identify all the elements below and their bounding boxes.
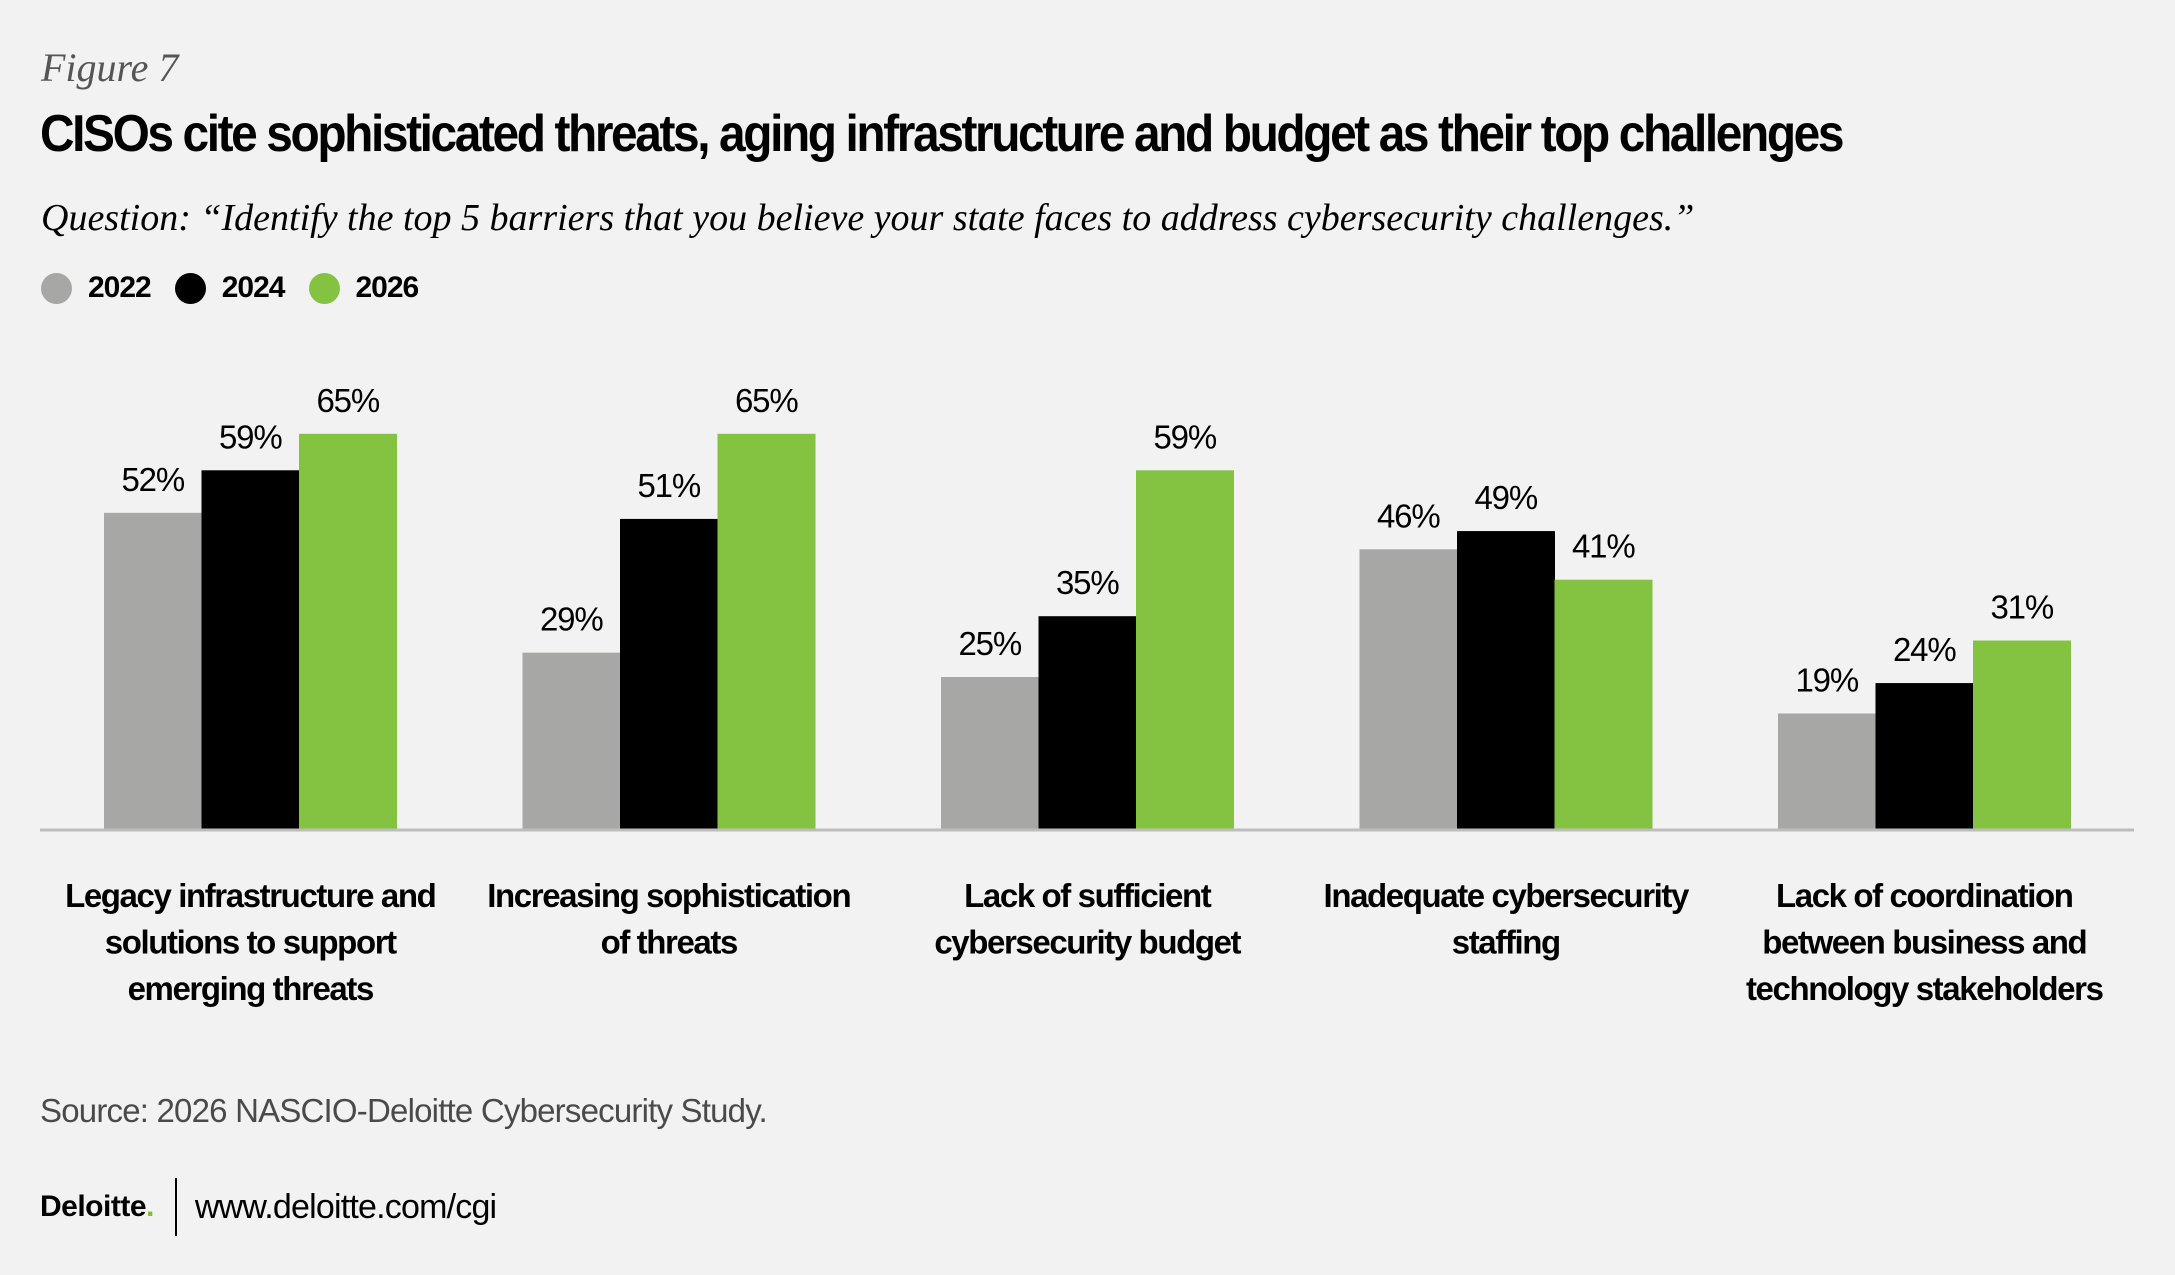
- source-note: Source: 2026 NASCIO-Deloitte Cybersecuri…: [40, 1092, 768, 1129]
- category-label-line: technology stakeholders: [1746, 970, 2103, 1007]
- bar-2024: [1457, 531, 1555, 829]
- bar-group: 52% 59% 65% Legacy infrastructure and soluti…: [65, 382, 437, 1007]
- logo-text: Deloitte: [40, 1190, 147, 1223]
- category-label-line: Legacy infrastructure and: [65, 877, 435, 914]
- category-label: Lack of coordination between business and…: [1746, 877, 2103, 1007]
- data-label: 29%: [540, 601, 603, 638]
- data-label: 31%: [1991, 589, 2054, 626]
- bar-group: 46% 49% 41% Inadequate cybersecurity staffin…: [1324, 479, 1692, 961]
- data-label: 59%: [219, 418, 282, 455]
- bar-2022: [522, 652, 621, 829]
- data-label: 25%: [959, 625, 1022, 662]
- category-label-line: emerging threats: [128, 970, 373, 1007]
- bar-group: 29% 51% 65% Increasing sophistication of thr…: [487, 382, 852, 961]
- data-label: 52%: [122, 461, 185, 498]
- data-label: 49%: [1475, 479, 1538, 516]
- data-label: 35%: [1056, 564, 1119, 601]
- bar-2026: [1554, 579, 1653, 829]
- legend-label-2022: 2022: [88, 271, 152, 304]
- bar-2026: [1973, 640, 2071, 829]
- data-label: 46%: [1377, 497, 1440, 534]
- category-label-line: cybersecurity budget: [934, 924, 1241, 961]
- bar-2024: [620, 518, 718, 829]
- bar-2024: [1875, 683, 1974, 829]
- legend-swatch-2026: [308, 272, 340, 304]
- bar-2026: [717, 433, 816, 829]
- data-label: 41%: [1572, 528, 1635, 565]
- legend-item-2026: 2026: [308, 271, 420, 305]
- bar-2022: [1359, 549, 1458, 829]
- category-label-line: Increasing sophistication: [487, 877, 850, 914]
- bar-group: 25% 35% 59% Lack of sufficient cybersecurity…: [934, 418, 1243, 961]
- deloitte-logo: Deloitte.: [40, 1190, 154, 1224]
- bar-2022: [1778, 713, 1876, 829]
- data-label: 65%: [317, 382, 380, 419]
- legend-item-2024: 2024: [174, 271, 286, 305]
- legend-item-2022: 2022: [41, 271, 152, 305]
- legend-label-2024: 2024: [221, 271, 286, 304]
- data-label: 24%: [1893, 631, 1956, 668]
- data-label: 19%: [1796, 661, 1859, 698]
- legend: 2022 2024 2026: [41, 271, 442, 305]
- category-label: Lack of sufficient cybersecurity budget: [934, 877, 1241, 961]
- category-label-line: staffing: [1452, 924, 1560, 961]
- bar-2026: [1136, 470, 1234, 829]
- chart-subtitle-question: Question: “Identify the top 5 barriers t…: [41, 197, 1695, 239]
- bar-group: 19% 24% 31% Lack of coordination between bus…: [1746, 589, 2104, 1007]
- figure-label: Figure 7: [41, 45, 179, 90]
- category-label: Inadequate cybersecurity staffing: [1324, 877, 1690, 961]
- legend-label-2026: 2026: [355, 271, 420, 304]
- bar-2026: [299, 433, 397, 829]
- category-label-line: solutions to support: [105, 924, 397, 961]
- bar-2022: [104, 512, 202, 829]
- category-label-line: Lack of sufficient: [964, 877, 1212, 914]
- footer: Deloitte. www.deloitte.com/cgi: [40, 1178, 497, 1236]
- legend-swatch-2022: [41, 272, 72, 304]
- category-label-line: of threats: [601, 924, 737, 961]
- footer-divider: [174, 1178, 177, 1236]
- legend-swatch-2024: [174, 272, 206, 304]
- footer-url-link[interactable]: www.deloitte.com/cgi: [194, 1187, 497, 1226]
- data-label: 51%: [638, 467, 701, 504]
- bar-2022: [941, 677, 1039, 829]
- data-label: 59%: [1154, 418, 1217, 455]
- category-label: Legacy infrastructure and solutions to su…: [65, 877, 435, 1007]
- logo-green-dot: .: [146, 1190, 154, 1223]
- category-label-line: Inadequate cybersecurity: [1324, 877, 1690, 914]
- category-label: Increasing sophistication of threats: [487, 877, 850, 961]
- data-label: 65%: [735, 382, 798, 419]
- category-label-line: between business and: [1762, 924, 2086, 961]
- category-label-line: Lack of coordination: [1776, 877, 2073, 914]
- bar-2024: [1038, 616, 1137, 829]
- bar-2024: [201, 470, 300, 829]
- chart-title: CISOs cite sophisticated threats, aging …: [40, 105, 1845, 163]
